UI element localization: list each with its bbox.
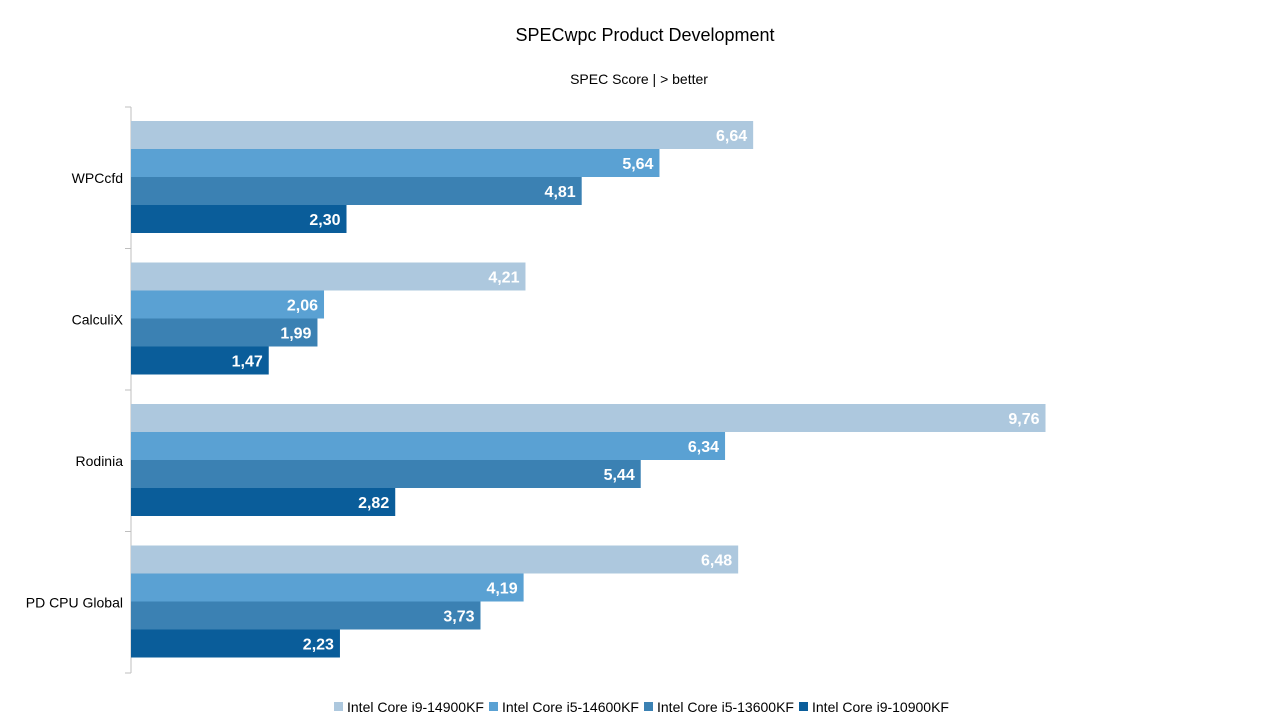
bar	[131, 149, 660, 177]
bar-value-label: 3,73	[443, 609, 474, 626]
bar-value-label: 6,64	[716, 128, 747, 145]
legend: Intel Core i9-14900KF Intel Core i5-14600…	[334, 699, 949, 715]
bar-value-label: 1,47	[232, 354, 263, 371]
category-labels: WPCcfd CalculiX Rodinia PD CPU Global	[26, 170, 124, 611]
bar-value-label: 2,30	[309, 212, 340, 229]
bar-value-label: 6,48	[701, 553, 732, 570]
category-label: Rodinia	[76, 453, 124, 469]
chart-title: SPECwpc Product Development	[515, 25, 774, 45]
bar-value-label: 4,81	[545, 184, 576, 201]
bar-value-label: 2,23	[303, 637, 334, 654]
bar-value-label: 4,19	[486, 581, 517, 598]
bar-value-label: 9,76	[1008, 411, 1039, 428]
legend-swatch	[799, 702, 808, 711]
category-axis	[125, 106, 132, 674]
bar	[131, 318, 318, 347]
bar	[131, 346, 269, 375]
bar	[131, 460, 641, 488]
bar	[131, 601, 481, 630]
category-label: WPCcfd	[72, 170, 123, 186]
bar	[131, 545, 739, 574]
bar	[131, 404, 1046, 432]
bar	[131, 205, 347, 233]
category-label: CalculiX	[72, 311, 124, 327]
legend-swatch	[644, 702, 653, 711]
bar	[131, 573, 524, 602]
bar	[131, 488, 396, 516]
legend-label: Intel Core i9-10900KF	[812, 699, 949, 715]
bar	[131, 121, 754, 149]
legend-swatch	[489, 702, 498, 711]
bar	[131, 432, 726, 460]
legend-swatch	[334, 702, 343, 711]
bar-value-label: 2,82	[358, 495, 389, 512]
bar	[131, 177, 582, 205]
legend-label: Intel Core i5-14600KF	[502, 699, 639, 715]
legend-label: Intel Core i5-13600KF	[657, 699, 794, 715]
category-label: PD CPU Global	[26, 594, 123, 610]
bars-group: 6,64 5,64 4,81 2,30 4,21 2,06 1,99 1,47 9,76 6,34…	[131, 121, 1046, 658]
bar-value-label: 5,64	[622, 156, 653, 173]
bar-value-label: 5,44	[604, 467, 635, 484]
bar-value-label: 6,34	[688, 439, 719, 456]
bar	[131, 290, 325, 319]
bar-value-label: 4,21	[488, 270, 519, 287]
chart-subtitle: SPEC Score | > better	[570, 71, 708, 87]
legend-label: Intel Core i9-14900KF	[347, 699, 484, 715]
bar	[131, 262, 526, 291]
bar	[131, 629, 340, 658]
bar-value-label: 2,06	[287, 298, 318, 315]
bar-value-label: 1,99	[280, 326, 311, 343]
